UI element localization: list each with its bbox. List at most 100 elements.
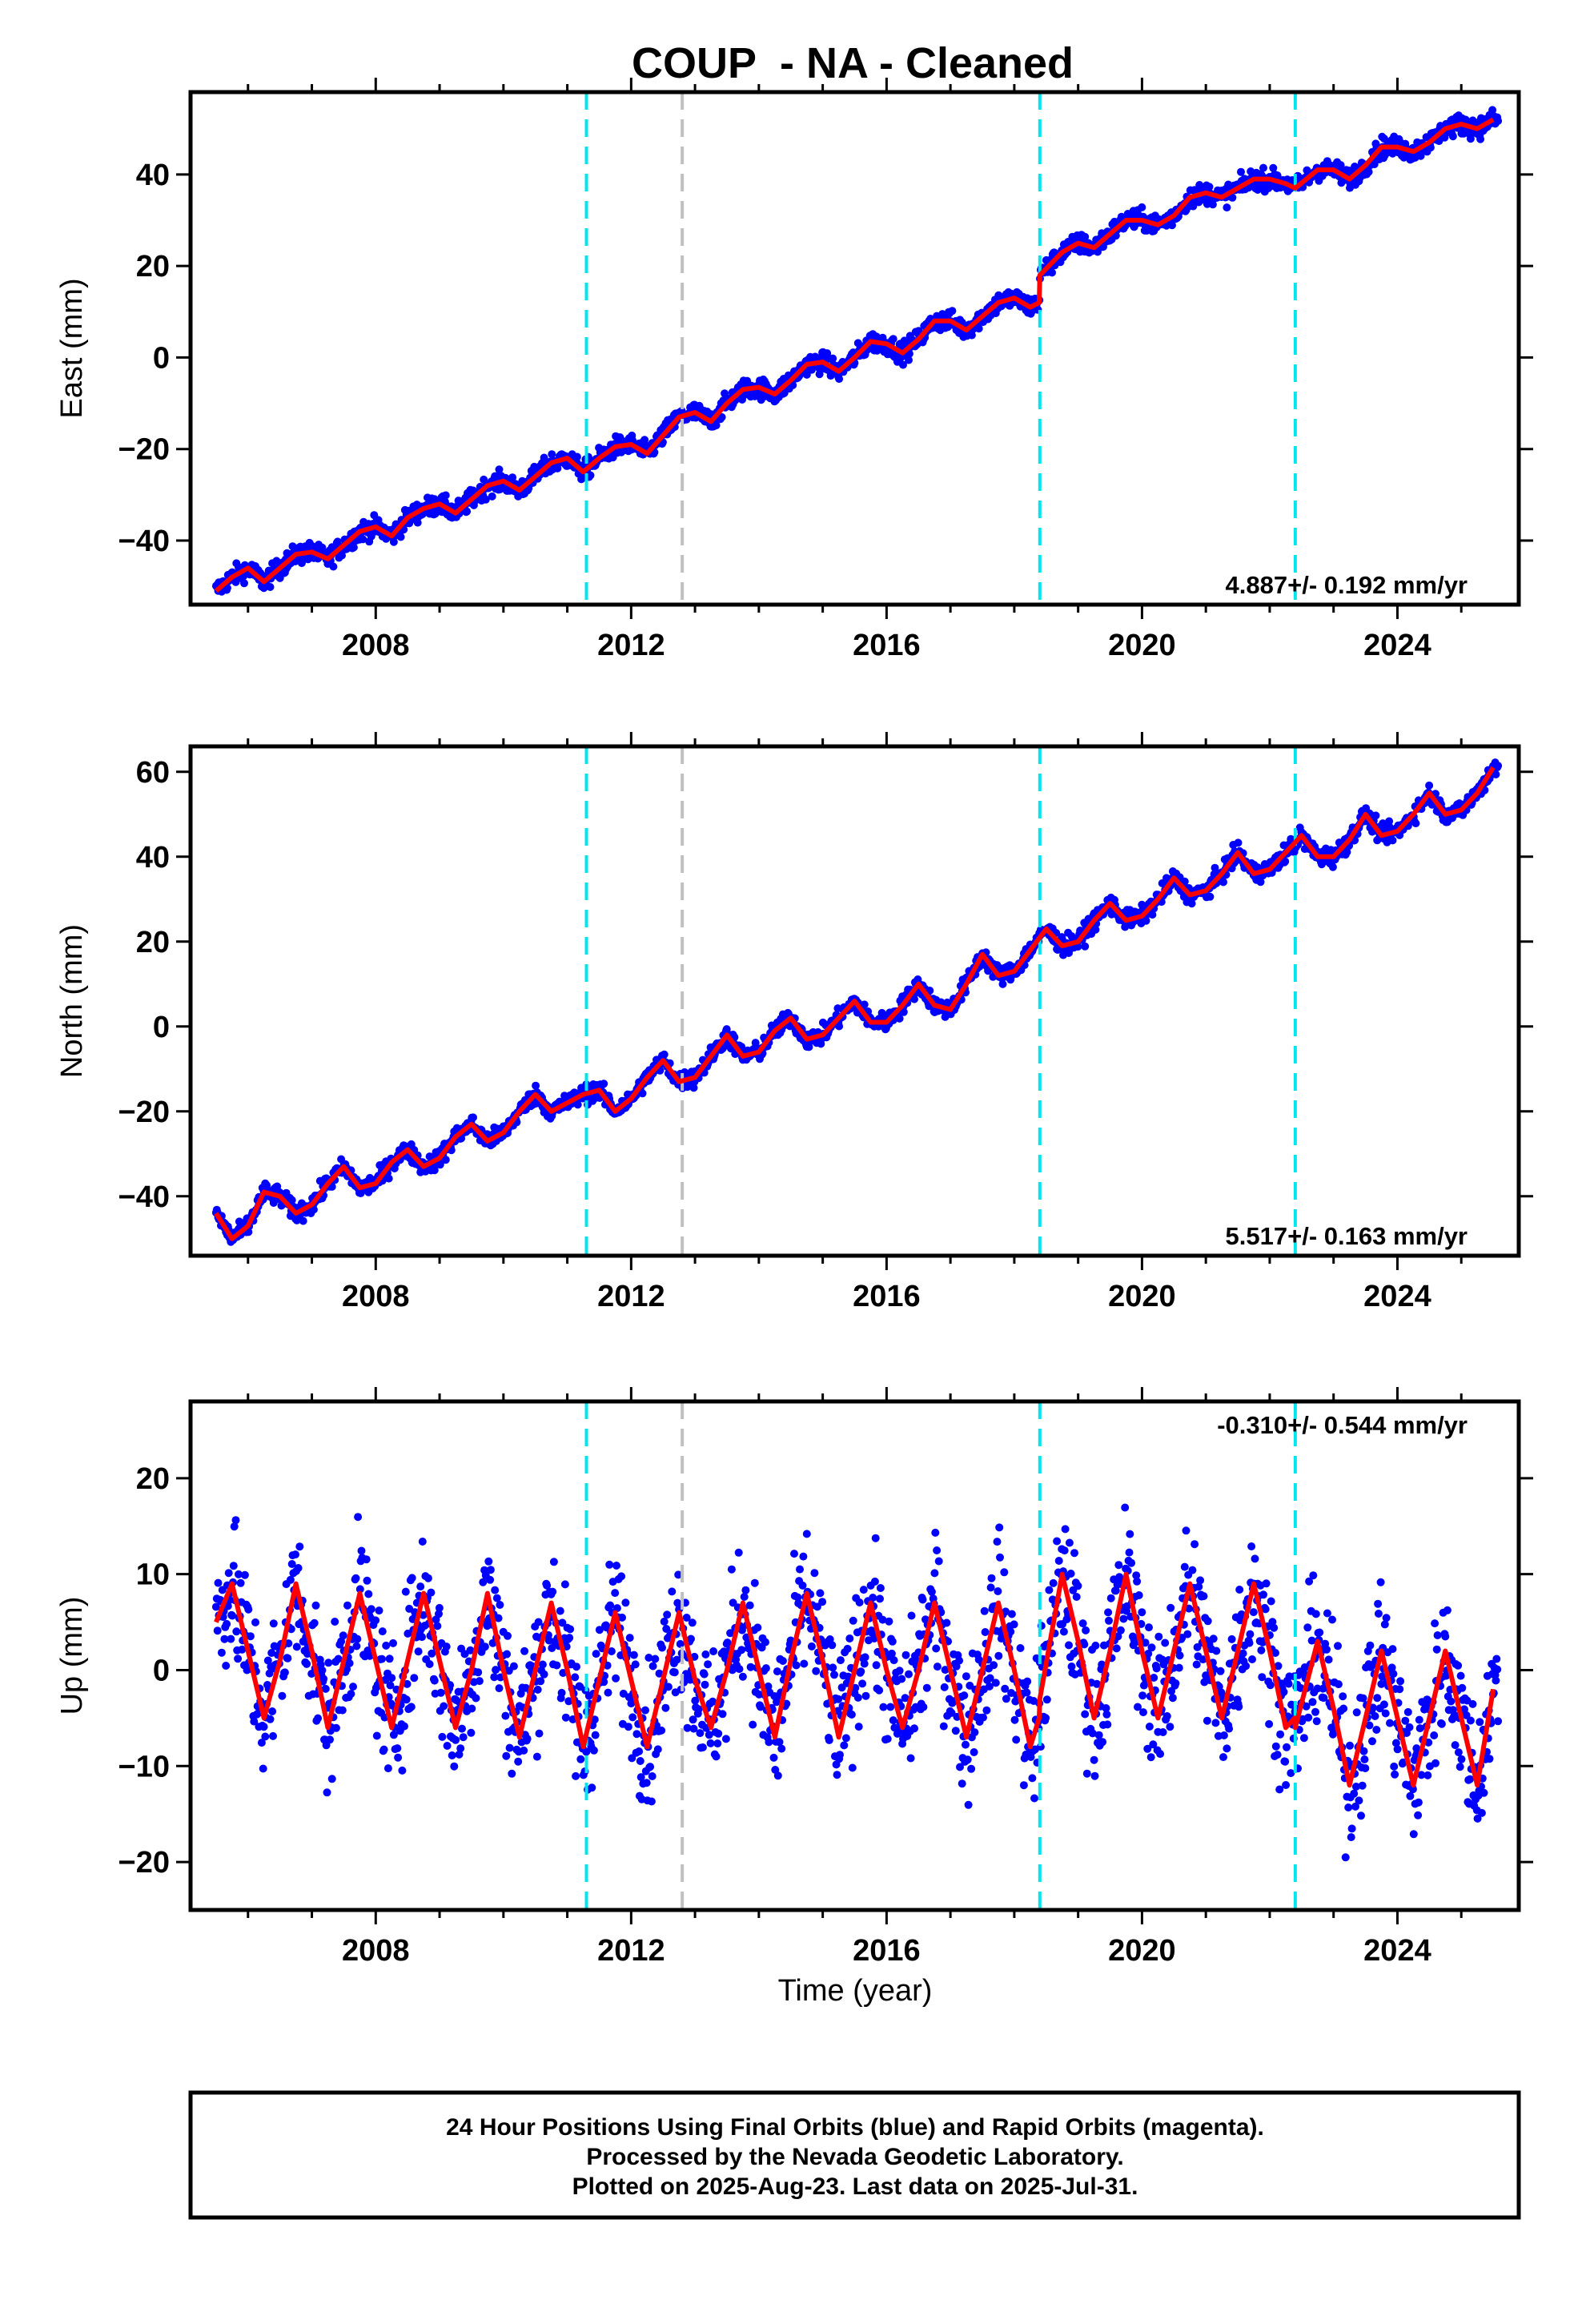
- up-point: [1016, 1644, 1025, 1652]
- up-point: [709, 1647, 718, 1655]
- up-point: [812, 1667, 821, 1675]
- up-point: [611, 1589, 620, 1598]
- up-point: [861, 1691, 870, 1700]
- up-point: [286, 1575, 295, 1584]
- up-point: [689, 1715, 697, 1724]
- up-point: [240, 1570, 249, 1579]
- up-point: [617, 1572, 626, 1581]
- east-point: [586, 471, 595, 480]
- north-point: [1234, 838, 1243, 847]
- up-point: [958, 1779, 966, 1788]
- north-point: [910, 995, 918, 1003]
- up-point: [994, 1587, 1002, 1595]
- up-point: [343, 1601, 351, 1610]
- east-point: [572, 452, 581, 461]
- up-point: [934, 1557, 943, 1566]
- up-point: [775, 1738, 784, 1747]
- up-point: [918, 1595, 927, 1604]
- north-x-tick-label: 2016: [853, 1280, 921, 1313]
- up-point: [738, 1672, 747, 1681]
- up-point: [939, 1722, 948, 1731]
- up-point: [292, 1642, 301, 1651]
- up-point: [605, 1560, 614, 1569]
- up-point: [713, 1739, 722, 1748]
- up-point: [428, 1649, 436, 1658]
- up-point: [217, 1648, 226, 1657]
- up-point: [565, 1634, 574, 1642]
- east-point: [967, 331, 976, 340]
- up-point: [942, 1618, 951, 1627]
- up-point: [660, 1617, 669, 1626]
- up-point: [636, 1757, 644, 1765]
- up-point: [746, 1663, 755, 1671]
- up-point: [1000, 1568, 1009, 1577]
- up-point: [403, 1679, 412, 1688]
- north-point: [469, 1113, 477, 1122]
- up-point: [687, 1634, 695, 1643]
- up-point: [259, 1723, 268, 1731]
- up-point: [836, 1751, 844, 1759]
- up-point: [561, 1713, 570, 1722]
- up-point: [956, 1763, 964, 1771]
- up-point: [964, 1800, 973, 1809]
- east-point: [389, 537, 398, 546]
- up-point: [424, 1574, 432, 1582]
- up-point: [311, 1601, 320, 1610]
- up-point: [749, 1720, 757, 1729]
- up-point: [324, 1659, 333, 1667]
- east-point: [899, 360, 907, 369]
- up-point: [244, 1605, 253, 1614]
- north-point: [1328, 862, 1337, 871]
- up-point: [854, 1723, 863, 1731]
- up-point: [363, 1576, 371, 1585]
- up-point: [1012, 1735, 1021, 1744]
- up-point: [777, 1744, 786, 1753]
- east-point: [1336, 161, 1345, 170]
- up-point: [876, 1584, 885, 1592]
- up-point: [799, 1552, 808, 1561]
- up-point: [927, 1587, 936, 1596]
- up-point: [543, 1581, 552, 1590]
- up-point: [700, 1670, 709, 1679]
- up-point: [414, 1647, 423, 1656]
- up-point: [323, 1788, 331, 1797]
- east-point: [835, 375, 844, 384]
- up-point: [438, 1732, 447, 1741]
- up-point: [718, 1710, 727, 1719]
- up-point: [981, 1628, 990, 1636]
- up-point: [501, 1711, 510, 1720]
- up-point: [480, 1642, 489, 1651]
- up-point: [259, 1764, 267, 1773]
- east-point: [1466, 135, 1475, 143]
- up-point: [816, 1589, 825, 1598]
- up-point: [888, 1637, 897, 1646]
- up-point: [223, 1619, 231, 1628]
- up-point: [655, 1669, 664, 1678]
- up-point: [901, 1694, 909, 1703]
- up-point: [382, 1641, 391, 1650]
- up-point: [696, 1729, 705, 1738]
- up-point: [966, 1681, 974, 1690]
- north-point: [860, 1000, 869, 1009]
- up-point: [876, 1594, 884, 1603]
- up-point: [532, 1752, 541, 1761]
- up-point: [479, 1578, 488, 1586]
- up-point: [871, 1534, 880, 1542]
- up-point: [606, 1601, 615, 1610]
- up-point: [334, 1655, 343, 1663]
- north-point: [998, 979, 1007, 988]
- up-point: [310, 1618, 319, 1627]
- up-point: [436, 1688, 445, 1697]
- east-point: [905, 356, 913, 364]
- up-point: [450, 1762, 459, 1771]
- up-point: [267, 1649, 276, 1657]
- east-point: [481, 495, 490, 504]
- up-point: [734, 1548, 743, 1557]
- up-point: [990, 1661, 998, 1670]
- up-point: [834, 1695, 843, 1703]
- up-point: [589, 1746, 598, 1755]
- north-point: [1385, 817, 1394, 826]
- north-point: [1187, 899, 1196, 908]
- up-point: [970, 1748, 978, 1756]
